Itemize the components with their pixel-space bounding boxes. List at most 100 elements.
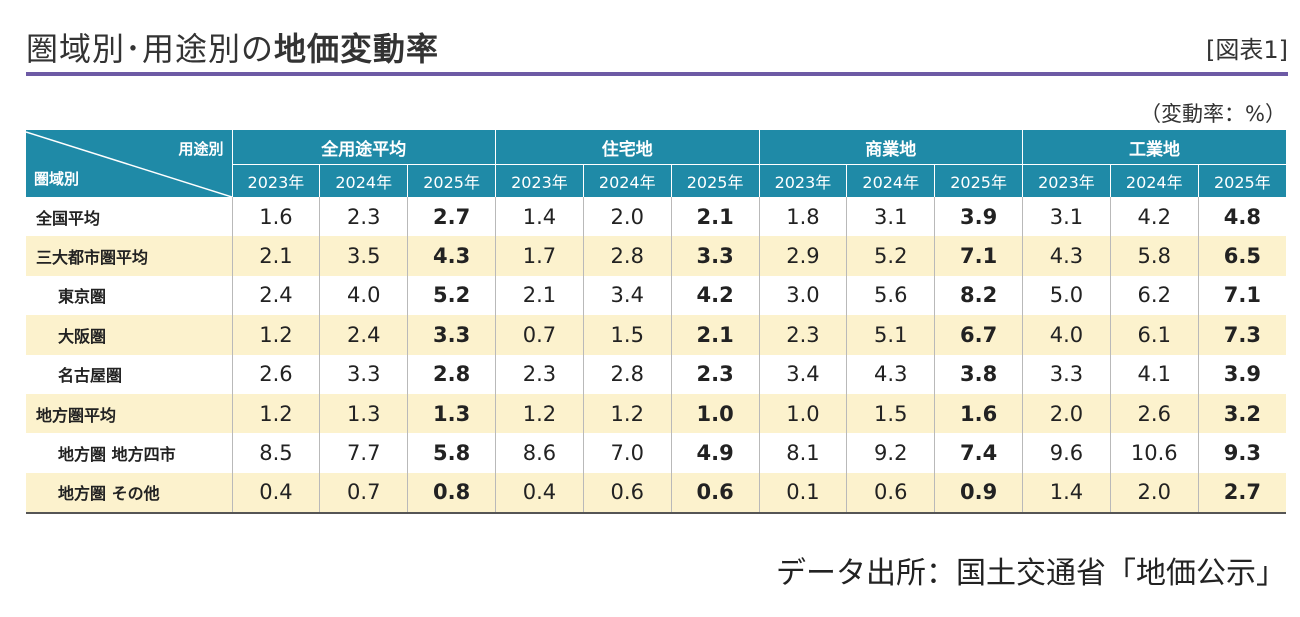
corner-area-label: 圏域別 [34, 170, 80, 188]
unit-note: （変動率：%） [1140, 102, 1286, 126]
table-cell: 1.4 [495, 197, 584, 237]
page-title: 圏域別･用途別の地価変動率 [26, 24, 439, 70]
table-cell: 3.3 [407, 315, 496, 355]
year-header: 2024年 [1109, 164, 1199, 197]
table-cell: 1.2 [231, 315, 320, 355]
table-cell: 6.7 [934, 315, 1023, 355]
table-row: 地方圏 地方四市 8.5 7.7 5.8 8.6 7.0 4.9 8.1 9.2 7.4 9.6 10… [26, 433, 1287, 473]
table-cell: 0.6 [846, 472, 935, 515]
row-label: 大阪圏 [26, 315, 232, 355]
table-cell: 2.6 [1109, 393, 1199, 434]
table-cell: 3.1 [1022, 197, 1111, 237]
table-cell: 4.9 [670, 433, 760, 473]
page-title-main: 圏域別･用途別の [26, 30, 275, 68]
year-header: 2023年 [231, 164, 320, 197]
table-cell: 5.8 [1109, 236, 1199, 276]
year-header: 2025年 [1197, 164, 1287, 197]
table-cell: 0.4 [231, 472, 320, 515]
corner-usage-label: 用途別 [178, 140, 224, 158]
table-cell: 2.4 [231, 275, 320, 316]
table-cell: 2.4 [319, 315, 408, 355]
table-cell: 2.8 [582, 354, 672, 394]
table-cell: 4.0 [319, 275, 408, 316]
data-source-note: データ出所：国土交通省「地価公示」 [776, 556, 1286, 591]
table-cell: 1.4 [1022, 472, 1111, 515]
table-cell: 1.8 [758, 197, 847, 237]
table-cell: 8.6 [495, 433, 584, 473]
table-cell: 0.1 [758, 472, 847, 515]
table-cell: 2.1 [670, 315, 760, 355]
table-row: 大阪圏 1.2 2.4 3.3 0.7 1.5 2.1 2.3 5.1 6.7 4.0 6.1 7.3 [26, 315, 1287, 355]
year-header: 2023年 [495, 164, 584, 197]
year-header: 2024年 [582, 164, 672, 197]
year-header: 2025年 [670, 164, 760, 197]
row-label: 全国平均 [36, 208, 101, 228]
row-label: 地方圏平均 [26, 393, 232, 434]
table-cell: 1.6 [231, 197, 320, 237]
table-cell: 2.0 [582, 197, 672, 237]
group-header-commercial: 商業地 [758, 130, 1023, 165]
table-cell: 2.0 [1109, 472, 1199, 515]
table-cell: 6.1 [1109, 315, 1199, 355]
table-cell: 10.6 [1109, 433, 1199, 473]
table-cell: 3.3 [1022, 354, 1111, 394]
table-cell: 4.2 [670, 275, 760, 316]
table-row: 地方圏平均 1.2 1.3 1.3 1.2 1.2 1.0 1.0 1.5 1.6 2.0 2.6 3.… [26, 393, 1287, 434]
table-cell: 1.3 [319, 393, 408, 434]
table-cell: 9.6 [1022, 433, 1111, 473]
table-cell: 5.8 [407, 433, 496, 473]
table-row: 東京圏 2.4 4.0 5.2 2.1 3.4 4.2 3.0 5.6 8.2 5.0 6.2 7.1 [26, 275, 1287, 316]
table-cell: 3.3 [670, 236, 760, 276]
table-cell: 1.3 [407, 393, 496, 434]
table-cell: 0.6 [670, 472, 760, 515]
table-cell: 5.2 [846, 236, 935, 276]
table-cell: 4.3 [1022, 236, 1111, 276]
table-cell: 1.0 [670, 393, 760, 434]
year-header: 2023年 [1022, 164, 1111, 197]
row-label: 地方圏 地方四市 [58, 445, 176, 465]
land-price-table: 用途別 圏域別 全用途平均 住宅地 商業地 工業地 2023年 2024年 2025… [26, 130, 1287, 515]
table-cell: 2.3 [670, 354, 760, 394]
row-label: 名古屋圏 [58, 366, 123, 386]
table-cell: 9.3 [1197, 433, 1287, 473]
table-cell: 1.2 [495, 393, 584, 434]
title-row: 圏域別･用途別の地価変動率 [図表1] [26, 16, 1288, 72]
table-cell: 1.7 [495, 236, 584, 276]
corner-diagonal-line [26, 131, 232, 197]
table-cell: 1.6 [934, 393, 1023, 434]
year-header: 2025年 [407, 164, 496, 197]
table-cell: 4.1 [1109, 354, 1199, 394]
table-cell: 3.5 [319, 236, 408, 276]
table-cell: 3.3 [319, 354, 408, 394]
table-cell: 5.1 [846, 315, 935, 355]
table-cell: 1.2 [231, 393, 320, 434]
table-cell: 7.3 [1197, 315, 1287, 355]
table-cell: 7.7 [319, 433, 408, 473]
group-header-industrial: 工業地 [1022, 130, 1287, 165]
table-cell: 5.2 [407, 275, 496, 316]
table-cell: 9.2 [846, 433, 935, 473]
table-body: 全国平均 1.6 2.3 2.7 1.4 2.0 2.1 1.8 3.1 3.9 3.1 4.2 4.8… [26, 197, 1287, 515]
table-cell: 3.4 [582, 275, 672, 316]
figure-label: [図表1] [1206, 36, 1288, 64]
table-cell: 5.0 [1022, 275, 1111, 316]
table-cell: 2.3 [495, 354, 584, 394]
table-row: 三大都市圏平均 2.1 3.5 4.3 1.7 2.8 3.3 2.9 5.2 7.1 4.3 5.8… [26, 236, 1287, 276]
table-cell: 2.9 [758, 236, 847, 276]
year-header: 2025年 [934, 164, 1023, 197]
table-cell: 0.8 [407, 472, 496, 515]
table-cell: 4.8 [1197, 197, 1287, 237]
table-cell: 8.5 [231, 433, 320, 473]
year-header: 2024年 [846, 164, 935, 197]
table-row: 名古屋圏 2.6 3.3 2.8 2.3 2.8 2.3 3.4 4.3 3.8 3.3 4.1 3.9 [26, 354, 1287, 394]
table-cell: 3.1 [846, 197, 935, 237]
table-cell: 7.1 [934, 236, 1023, 276]
table-row: 全国平均 1.6 2.3 2.7 1.4 2.0 2.1 1.8 3.1 3.9 3.1 4.2 4.8 [26, 197, 1287, 237]
table-cell: 8.1 [758, 433, 847, 473]
table-cell: 7.4 [934, 433, 1023, 473]
table-cell: 8.2 [934, 275, 1023, 316]
table-cell: 3.9 [1197, 354, 1287, 394]
page-title-bold: 地価変動率 [274, 30, 440, 68]
group-header-all: 全用途平均 [231, 130, 496, 165]
title-divider [26, 72, 1288, 76]
